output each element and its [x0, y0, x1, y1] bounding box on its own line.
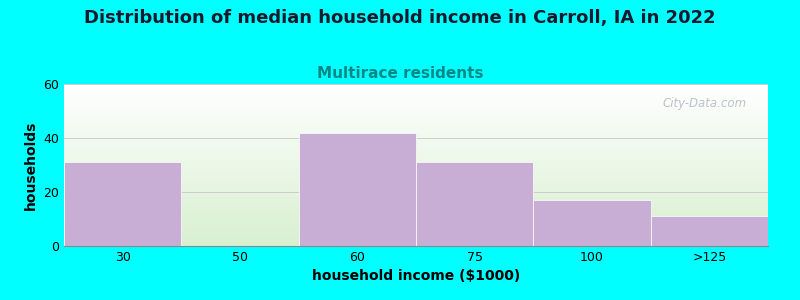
- Bar: [64, 162, 182, 246]
- Text: City-Data.com: City-Data.com: [662, 97, 747, 110]
- Bar: [416, 162, 534, 246]
- Y-axis label: households: households: [24, 120, 38, 210]
- Bar: [650, 216, 768, 246]
- X-axis label: household income ($1000): household income ($1000): [312, 269, 520, 284]
- Bar: [534, 200, 650, 246]
- Bar: [298, 133, 416, 246]
- Text: Multirace residents: Multirace residents: [317, 66, 483, 81]
- Text: Distribution of median household income in Carroll, IA in 2022: Distribution of median household income …: [84, 9, 716, 27]
